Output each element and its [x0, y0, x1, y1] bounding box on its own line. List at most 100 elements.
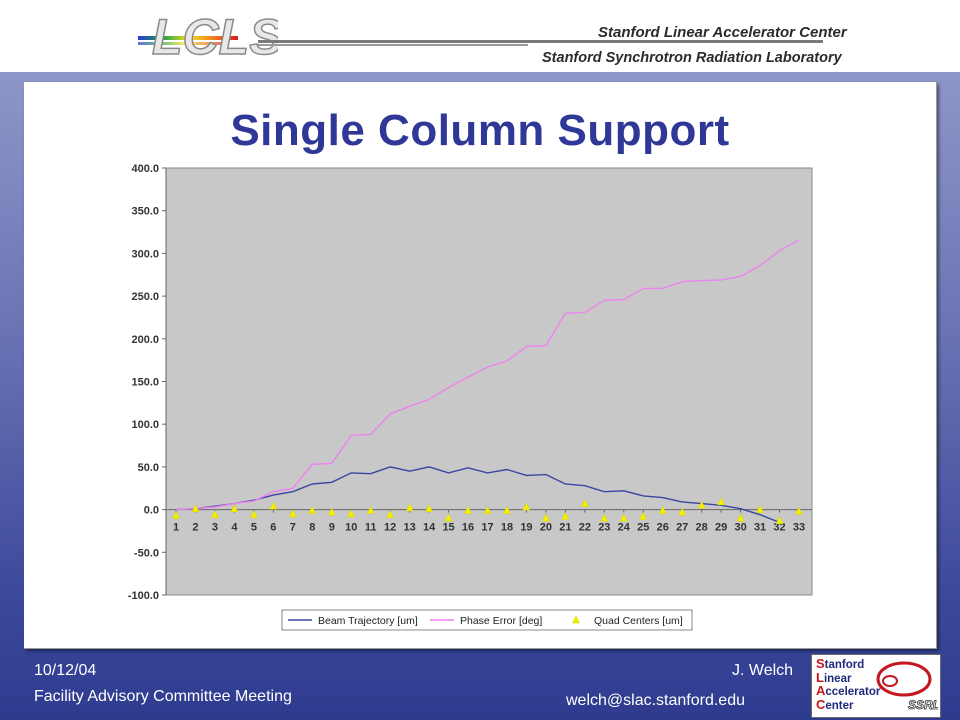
slac-logo-line: Stanford: [816, 656, 865, 671]
quad-center-marker: [211, 510, 219, 518]
quad-center-marker: [327, 507, 336, 516]
phase-error-chart: 400.0 350.0 300.0 250.0 200.0 150.0 100.0 50.0 0…: [128, 163, 813, 631]
quad-center-marker: [386, 510, 395, 518]
footer-meeting: Facility Advisory Committee Meeting: [34, 688, 292, 705]
x-tick-label: 33: [793, 522, 805, 534]
x-tick-label: 17: [481, 522, 493, 534]
quad-center-marker: [736, 513, 745, 522]
quad-center-marker: [444, 513, 453, 522]
y-tick-label: 50.0: [138, 462, 159, 474]
plot-area: [165, 167, 813, 596]
quad-center-marker: [522, 502, 531, 511]
y-tick-label: 300.0: [131, 248, 159, 260]
x-tick-label: 13: [404, 522, 416, 534]
x-tick-label: 20: [540, 522, 552, 534]
quad-center-marker: [405, 503, 414, 512]
x-tick-label: 9: [329, 522, 335, 534]
x-tick-label: 15: [442, 522, 454, 534]
quad-center-marker: [230, 504, 239, 512]
legend-swatch: [572, 615, 580, 624]
lcls-logo-text: LCLS: [152, 9, 278, 64]
quad-center-marker: [464, 505, 472, 514]
x-tick-label: 16: [462, 522, 474, 534]
y-tick-label: 150.0: [131, 377, 159, 389]
x-tick-label: 28: [696, 522, 708, 534]
x-tick-label: 11: [365, 522, 377, 534]
header-rule-top: [258, 40, 823, 43]
slac-ssrl-logo: Stanford Linear Accelerator Center SSRL: [811, 654, 941, 718]
x-tick-label: 23: [598, 522, 610, 534]
quad-center-marker: [619, 513, 628, 522]
ssrl-ring-icon: SSRL: [876, 661, 938, 712]
quad-center-marker: [658, 505, 667, 514]
x-tick-label: 25: [637, 522, 649, 534]
x-tick-label: 27: [676, 522, 688, 534]
quad-center-marker: [483, 505, 492, 514]
quad-center-marker: [288, 509, 297, 518]
y-tick-label: 100.0: [131, 419, 159, 431]
quad-center-marker: [308, 505, 317, 514]
x-tick-label: 29: [715, 522, 727, 534]
quad-center-marker: [249, 510, 258, 518]
footer-email[interactable]: welch@slac.stanford.edu: [566, 692, 745, 709]
quad-center-marker: [542, 513, 550, 522]
x-tick-label: 7: [290, 522, 296, 534]
quad-center-marker: [347, 509, 356, 518]
quad-center-marker: [366, 505, 375, 514]
rainbow-streak: [138, 42, 228, 45]
ssrl-badge: SSRL: [908, 698, 938, 712]
slide-title: Single Column Support: [230, 106, 730, 155]
y-tick-label: -100.0: [128, 590, 159, 602]
series-line-phase-error: [175, 239, 800, 511]
x-tick-label: 12: [384, 522, 396, 534]
quad-center-marker: [697, 500, 706, 509]
x-tick-label: 5: [251, 522, 257, 534]
header-band: LCLS Stanford Linear Accelerator Center …: [0, 0, 960, 72]
footer-date: 10/12/04: [34, 662, 97, 679]
header-institution: Stanford Linear Accelerator Center: [598, 24, 847, 41]
slac-logo-line: Linear: [816, 669, 852, 685]
quad-center-marker: [425, 504, 433, 512]
y-tick-label: -50.0: [134, 547, 159, 559]
x-tick-label: 10: [345, 522, 357, 534]
quad-center-marker: [795, 506, 803, 515]
x-tick-label: 30: [734, 522, 746, 534]
quad-center-marker: [269, 501, 278, 510]
legend-box: [281, 609, 693, 631]
x-tick-label: 32: [773, 522, 785, 534]
slac-logo-line: Center: [816, 696, 854, 712]
quad-center-marker: [639, 511, 648, 520]
quad-center-marker: [561, 511, 570, 520]
y-tick-label: 350.0: [131, 206, 159, 218]
quad-center-marker: [172, 511, 180, 519]
legend-label: Phase Error [deg]: [460, 615, 542, 627]
quad-center-marker: [717, 497, 726, 506]
header-rule-bottom: [258, 44, 528, 46]
quad-center-marker: [678, 507, 687, 516]
header-laboratory: Stanford Synchrotron Radiation Laborator…: [542, 50, 842, 66]
x-tick-label: 18: [501, 522, 513, 534]
x-tick-label: 31: [754, 522, 766, 534]
x-tick-label: 3: [212, 522, 218, 534]
x-tick-label: 1: [173, 522, 179, 534]
x-tick-label: 4: [231, 522, 238, 534]
x-tick-label: 26: [657, 522, 669, 534]
footer-author: J. Welch: [732, 662, 794, 679]
x-tick-label: 19: [520, 522, 532, 534]
rainbow-streak: [138, 36, 238, 40]
x-tick-label: 2: [192, 522, 198, 534]
x-tick-label: 21: [559, 522, 571, 534]
legend-label: Beam Trajectory [um]: [318, 615, 418, 627]
x-tick-label: 8: [309, 522, 315, 534]
slac-logo-line: Accelerator: [816, 683, 881, 698]
quad-center-marker: [756, 505, 764, 513]
legend-label: Quad Centers [um]: [594, 615, 683, 627]
x-tick-label: 6: [270, 522, 276, 534]
quad-center-marker: [775, 516, 784, 524]
quad-center-marker: [580, 499, 589, 507]
y-tick-label: 400.0: [131, 163, 159, 175]
quad-center-marker: [191, 504, 200, 512]
series-line-beam-trajectory: [175, 466, 780, 524]
quad-center-marker: [503, 505, 511, 514]
y-tick-label: 200.0: [131, 334, 159, 346]
